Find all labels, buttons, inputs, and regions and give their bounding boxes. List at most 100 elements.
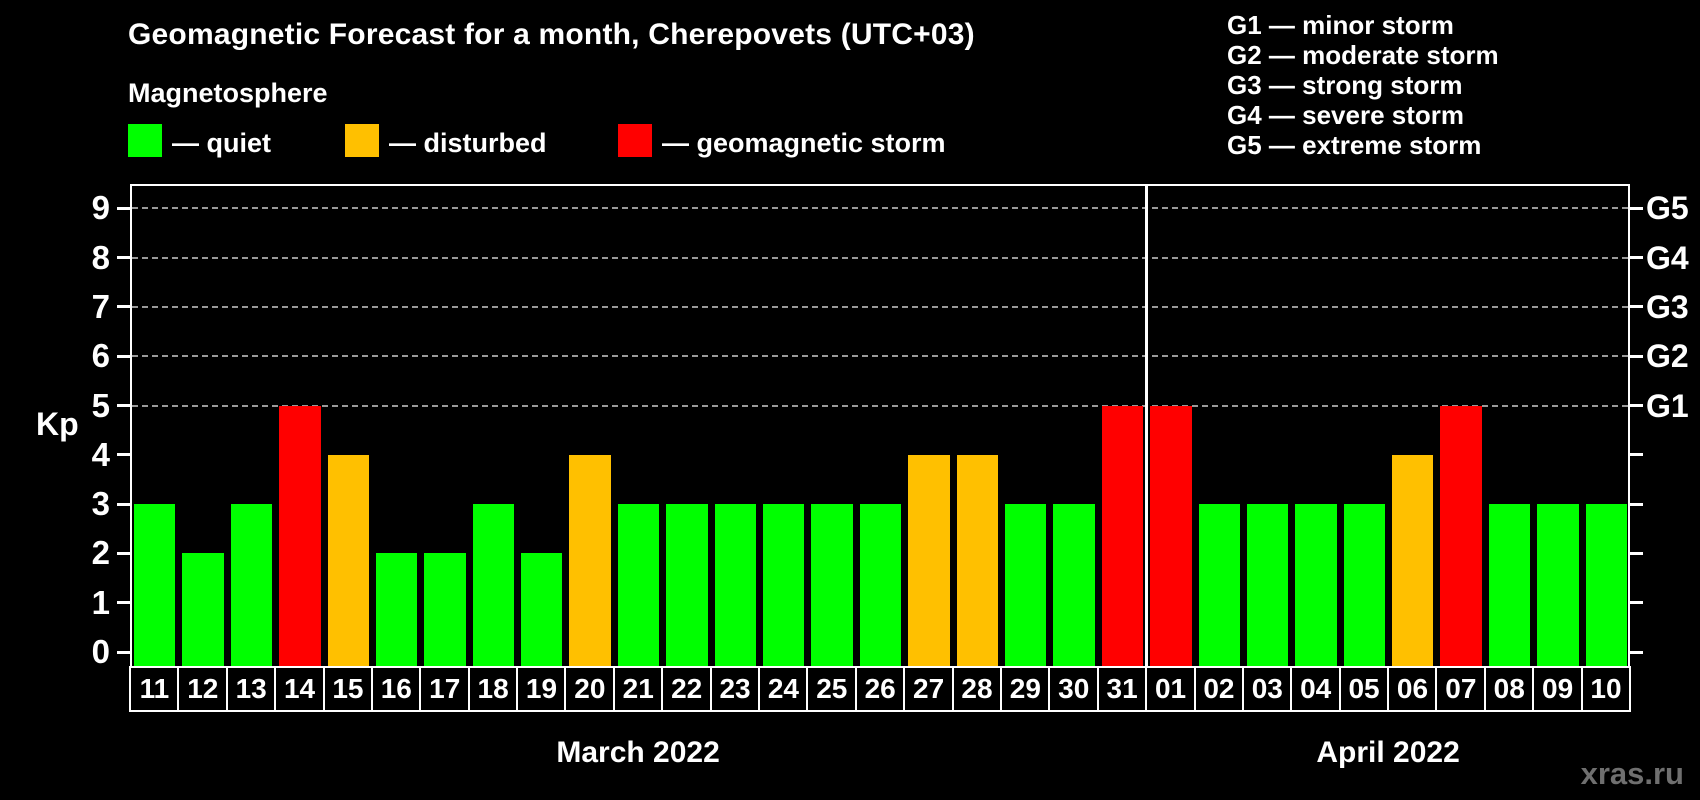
date-cell: 18 [467,666,519,712]
grid-line-kp9 [132,207,1628,210]
kp-bar [1537,504,1579,666]
kp-bar [666,504,708,666]
date-cell: 10 [1580,666,1632,712]
grid-line-kp8 [132,256,1628,259]
date-cell: 20 [564,666,616,712]
left-axis-tick [117,206,130,210]
kp-bar [1343,504,1386,666]
y-axis-title: Kp [36,406,79,442]
kp-bar [1585,504,1627,666]
date-cell: 19 [516,666,567,712]
date-cell: 02 [1193,666,1245,712]
kp-bar [521,553,563,666]
date-cell: 08 [1483,666,1535,712]
date-axis: 11 12 13 14 15 16 17 18 19 20 21 22 23 24 25 26 27 28 29 30… [129,666,1632,712]
g-scale-label-g1: G1 [1646,387,1689,424]
kp-bar [1198,504,1240,666]
date-cell: 22 [661,666,713,712]
legend-heading: Magnetosphere [128,78,328,108]
quiet-swatch-icon [128,124,162,157]
date-cell: 09 [1532,666,1583,712]
date-cell: 29 [999,666,1051,712]
date-cell: 06 [1387,666,1438,712]
right-axis-tick [1630,256,1643,260]
right-axis-tick [1630,601,1643,605]
kp-bar [714,504,757,666]
g-scale-label-g2: G2 [1646,338,1689,375]
kp-bar [472,504,515,666]
date-cell: 24 [758,666,809,712]
kp-bar [279,405,321,666]
right-axis-tick [1630,453,1643,457]
legend-label-storm: — geomagnetic storm [662,128,946,158]
month-separator [1145,186,1149,666]
kp-bar [569,454,611,666]
g-scale-label-g4: G4 [1646,239,1689,276]
right-axis-tick [1630,650,1643,654]
g-scale-label-g3: G3 [1646,288,1689,325]
storm-scale-g1: G1 — minor storm [1227,10,1454,40]
y-tick-label: 0 [91,633,110,670]
date-cell: 01 [1145,666,1196,712]
kp-bar [617,504,660,666]
date-cell: 28 [951,666,1003,712]
kp-bar [424,553,466,666]
right-axis-tick [1630,354,1643,358]
date-cell: 12 [177,666,229,712]
right-axis-tick [1630,404,1643,407]
date-cell: 23 [709,666,761,712]
y-tick-label: 1 [91,583,110,621]
y-tick-label: 4 [91,435,110,473]
kp-bar [1004,504,1047,666]
y-tick-label: 7 [91,287,110,325]
y-tick-label: 9 [91,189,110,227]
right-axis-tick [1630,305,1643,309]
storm-scale-g2: G2 — moderate storm [1227,40,1499,70]
date-cell: 27 [903,666,954,712]
date-cell: 15 [322,666,374,712]
legend-label-quiet: — quiet [172,128,271,158]
legend-label-disturbed: — disturbed [389,128,547,158]
left-axis-tick [117,354,130,358]
g-scale-label-g5: G5 [1646,190,1689,227]
date-cell: 04 [1290,666,1342,712]
kp-bar [763,504,805,666]
left-axis-tick [117,551,130,555]
storm-scale-legend: G1 — minor storm G2 — moderate storm G3 … [1227,10,1499,160]
right-axis-tick [1630,502,1643,506]
month-labels: March 2022 April 2022 [130,736,1630,772]
kp-bar [1101,405,1144,666]
left-axis-tick [117,601,130,605]
kp-bar [230,504,273,666]
left-axis-tick [117,305,130,309]
left-axis-tick [117,650,130,654]
chart-plot-area: 0 1 2 3 4 5 6 7 8 9 G1 G2 G3 G4 G5 [92,184,1689,670]
grid-line-kp6 [132,355,1628,358]
kp-bar [859,504,902,666]
y-tick-label: 8 [91,238,110,276]
storm-swatch-icon [618,124,652,157]
storm-scale-g4: G4 — severe storm [1227,100,1465,130]
storm-scale-g5: G5 — extreme storm [1227,130,1482,160]
kp-bar [1295,504,1337,666]
kp-bar [956,454,998,666]
left-axis-tick [117,453,130,457]
date-cell: 07 [1435,666,1487,712]
right-axis-tick [1630,206,1643,210]
kp-bar [327,454,369,666]
left-axis-tick [117,404,130,407]
kp-bar [1150,405,1192,666]
kp-bar [375,553,418,666]
date-cell: 03 [1241,666,1293,712]
kp-bar [908,454,950,666]
y-tick-label: 6 [91,337,110,375]
date-cell: 17 [419,666,471,712]
kp-bar [811,504,853,666]
date-cell: 13 [225,666,277,712]
date-cell: 25 [806,666,858,712]
grid-line-kp7 [132,305,1628,308]
kp-bar [134,504,176,666]
left-axis-tick [117,502,130,506]
grid-line-kp5 [132,404,1628,407]
left-axis-tick [117,256,130,260]
